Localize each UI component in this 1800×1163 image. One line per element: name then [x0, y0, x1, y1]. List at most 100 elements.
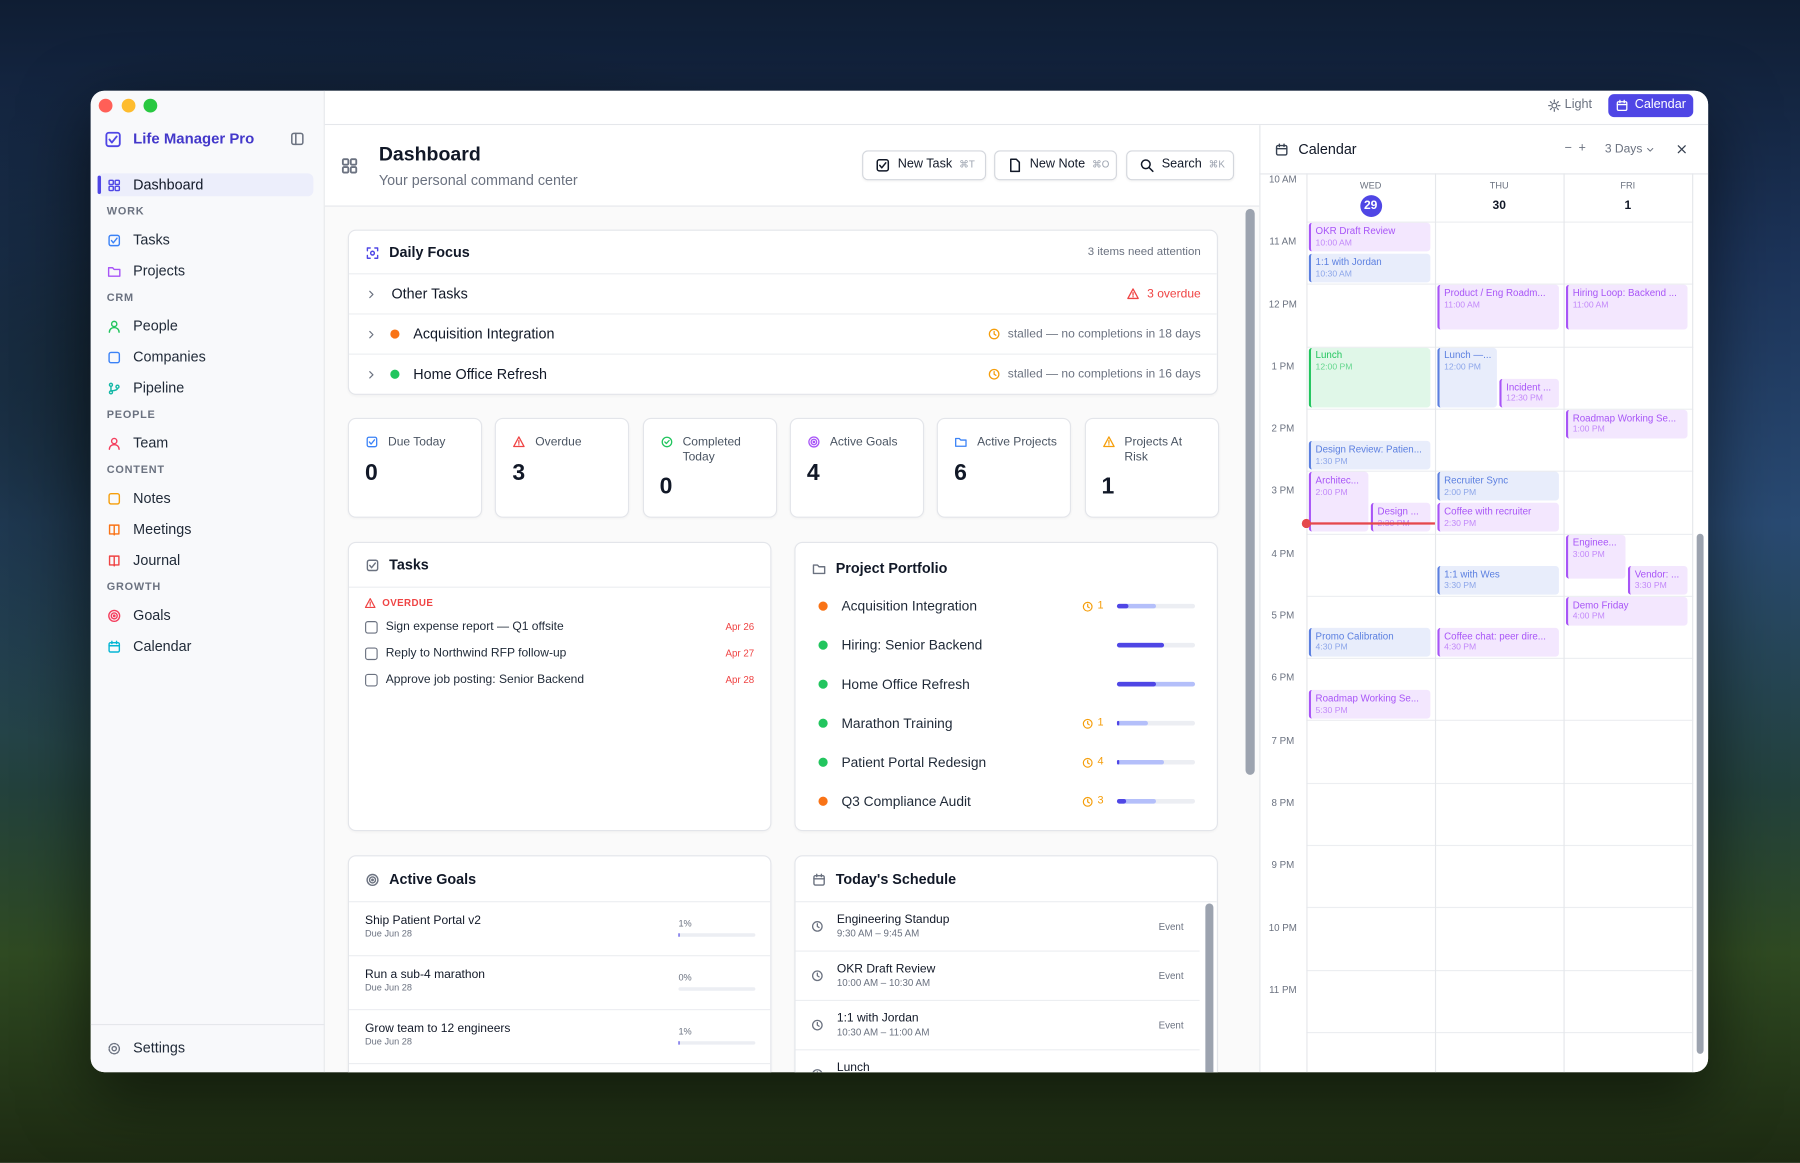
event[interactable]: Vendor: ... 3:30 PM — [1627, 565, 1688, 595]
now-dot — [1301, 519, 1311, 529]
page-subtitle: Your personal command center — [378, 171, 578, 188]
event[interactable]: Design ...2:30 PM — [1370, 503, 1431, 533]
progress-active — [1116, 603, 1156, 608]
window-control[interactable] — [121, 98, 135, 113]
stat: Overdue 3 — [512, 435, 621, 486]
event-kind: Event — [1158, 1019, 1184, 1031]
event-time: 9:30 AM – 9:45 AM — [836, 927, 920, 939]
goal-name: Grow team to 12 engineers — [365, 1021, 511, 1036]
focus-row: Acquisition Integration — [413, 325, 555, 342]
progress-track — [678, 987, 756, 991]
window-control[interactable] — [98, 98, 113, 113]
icon — [108, 320, 120, 333]
nav-active[interactable] — [97, 173, 314, 197]
event[interactable]: 1:1 with Jordan 10:30 AM — [1308, 253, 1431, 283]
checkbox[interactable] — [365, 620, 378, 634]
nav-hit[interactable] — [98, 228, 314, 251]
stat-label: Due Today — [365, 435, 468, 449]
event-title: Design ... — [1377, 505, 1419, 517]
calendar-button[interactable]: Calendar — [1608, 94, 1694, 118]
nav-item: Journal — [133, 551, 181, 568]
event[interactable]: Roadmap Working Se... 5:30 PM — [1308, 690, 1431, 720]
nav-hit[interactable] — [98, 432, 314, 455]
action-button[interactable]: Search ⌘K — [1126, 150, 1235, 181]
stat-label: Completed Today — [660, 435, 763, 464]
icon — [1127, 288, 1140, 300]
event[interactable]: Architec... 2:00 PM — [1308, 472, 1369, 533]
day-date: 29 — [1363, 198, 1378, 213]
event[interactable]: 1:1 with Wes 3:30 PM — [1437, 565, 1559, 595]
icon — [108, 382, 120, 394]
action-button[interactable]: New Note ⌘O — [994, 150, 1117, 181]
action-button[interactable]: New Task ⌘T — [862, 150, 987, 181]
day-date: 30 — [1492, 198, 1506, 213]
event[interactable]: Lunch 12:00 PM — [1308, 347, 1431, 408]
event[interactable]: Recruiter Sync 2:00 PM — [1437, 472, 1559, 501]
zoom[interactable]: − + — [1561, 140, 1593, 158]
icon — [369, 290, 374, 298]
button-label: Calendar — [1634, 98, 1686, 112]
section-title: GROWTH — [106, 581, 162, 594]
event[interactable]: Roadmap Working Se... 1:00 PM — [1565, 409, 1688, 439]
shortcut: ⌘K — [1208, 158, 1225, 170]
nav-hit[interactable] — [98, 315, 314, 338]
icon — [1082, 757, 1093, 768]
divider — [348, 273, 1217, 275]
icon — [108, 351, 121, 363]
icon — [661, 436, 672, 448]
nav-hit[interactable] — [98, 635, 314, 658]
icon — [108, 492, 121, 505]
button-label: New Note — [1029, 157, 1086, 172]
hour-label: 3 PM — [1271, 484, 1295, 497]
nav-hit[interactable] — [98, 259, 314, 282]
event[interactable]: Coffee with recruiter 2:30 PM — [1437, 503, 1559, 533]
progress-fill — [678, 1041, 680, 1045]
event[interactable]: OKR Draft Review 10:00 AM — [1308, 222, 1431, 252]
nav-item: Tasks — [133, 231, 170, 248]
nav-hit[interactable] — [98, 487, 314, 510]
event-name: 1:1 with Jordan — [836, 1010, 919, 1025]
hour-line — [1306, 1031, 1694, 1034]
progress-track — [678, 933, 756, 937]
daily-focus-card: Daily Focus 3 items need attention Other T… — [347, 229, 1218, 395]
nav-item: Pipeline — [133, 379, 185, 396]
nav-active-bar — [97, 175, 101, 195]
icon — [108, 1042, 121, 1054]
event[interactable]: Demo Friday 4:00 PM — [1565, 596, 1688, 626]
task-due: Apr 27 — [725, 647, 755, 659]
panel-title: Calendar — [1298, 140, 1357, 157]
stat-label-text: Overdue — [535, 435, 582, 449]
icon — [513, 436, 526, 448]
stat-card: Projects At Risk 1 — [1084, 417, 1219, 518]
icon — [988, 368, 1000, 380]
window-control[interactable] — [143, 98, 158, 113]
nav-hit[interactable] — [98, 518, 314, 541]
event[interactable]: Product / Eng Roadm... 11:00 AM — [1437, 285, 1559, 330]
hour-line — [1306, 470, 1694, 473]
event[interactable]: Incident ... 12:30 PM — [1499, 378, 1559, 408]
event[interactable]: Design Review: Patien... 1:30 PM — [1308, 440, 1431, 470]
event[interactable]: Hiring Loop: Backend ... 11:00 AM — [1565, 285, 1688, 330]
event[interactable]: Enginee... 3:00 PM — [1565, 534, 1626, 579]
hour-line — [1306, 595, 1694, 597]
nav-hit[interactable] — [98, 604, 314, 627]
event[interactable]: Coffee chat: peer dire... 4:30 PM — [1437, 627, 1559, 657]
nav-hit[interactable] — [98, 377, 314, 400]
event-name: OKR Draft Review — [836, 961, 936, 976]
icon — [811, 1019, 823, 1031]
icon — [364, 597, 376, 608]
event-title: Hiring Loop: Backend ... — [1572, 287, 1677, 299]
nav-hit[interactable] — [98, 549, 314, 572]
stat: Due Today 0 — [365, 435, 474, 486]
event[interactable]: Lunch —... 12:00 PM — [1437, 347, 1497, 408]
card-title: Active Goals — [389, 870, 477, 887]
icon — [808, 436, 820, 448]
event-time: 10:30 AM — [1315, 268, 1352, 279]
checkbox[interactable] — [365, 673, 378, 686]
nav-item: Meetings — [133, 520, 192, 537]
event-time: 4:30 PM — [1444, 642, 1477, 653]
event[interactable]: Promo Calibration 4:30 PM — [1308, 627, 1431, 657]
theme-toggle: Light — [1564, 98, 1593, 112]
checkbox[interactable] — [365, 646, 378, 660]
event-title: Enginee... — [1572, 536, 1617, 549]
